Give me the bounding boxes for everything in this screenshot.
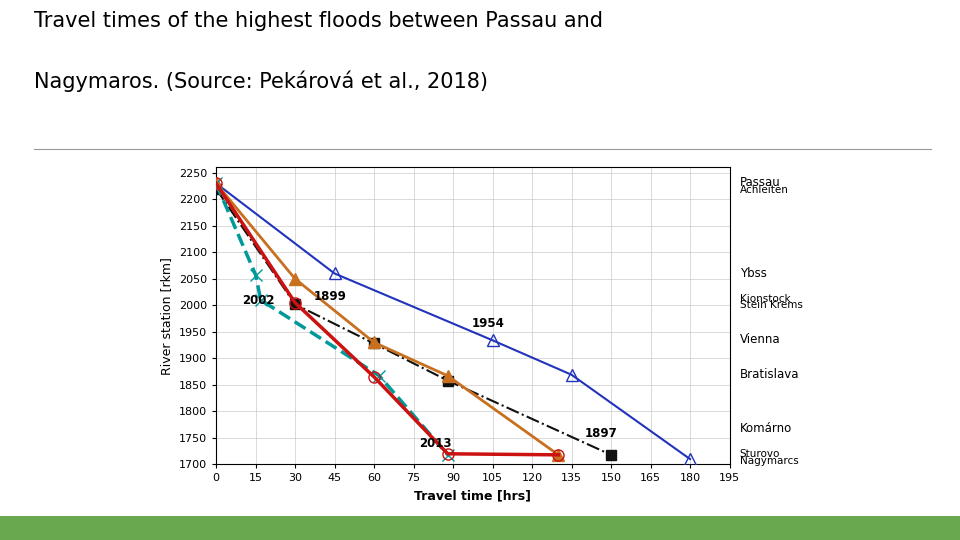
Text: 1897: 1897: [585, 427, 617, 440]
Text: Bratislava: Bratislava: [740, 368, 800, 381]
X-axis label: Travel time [hrs]: Travel time [hrs]: [415, 489, 531, 502]
Text: Passau: Passau: [740, 176, 780, 189]
Text: Travel times of the highest floods between Passau and: Travel times of the highest floods betwe…: [34, 11, 603, 31]
Text: 2002: 2002: [242, 294, 275, 307]
Text: Komárno: Komárno: [740, 422, 792, 435]
Text: Sturovo: Sturovo: [740, 449, 780, 459]
Text: Nagymaros. (Source: Pekárová et al., 2018): Nagymaros. (Source: Pekárová et al., 201…: [34, 70, 488, 92]
Text: Vienna: Vienna: [740, 333, 780, 346]
Text: Ybss: Ybss: [740, 267, 767, 280]
Y-axis label: River station [rkm]: River station [rkm]: [160, 257, 173, 375]
Text: 2013: 2013: [419, 437, 451, 450]
Text: Nagymarcs: Nagymarcs: [740, 456, 799, 465]
Text: Stein Krems: Stein Krems: [740, 300, 803, 310]
Text: 1899: 1899: [314, 290, 347, 303]
Text: 1954: 1954: [471, 316, 504, 329]
Text: Achleiten: Achleiten: [740, 185, 789, 195]
Text: Kionstock: Kionstock: [740, 294, 790, 304]
